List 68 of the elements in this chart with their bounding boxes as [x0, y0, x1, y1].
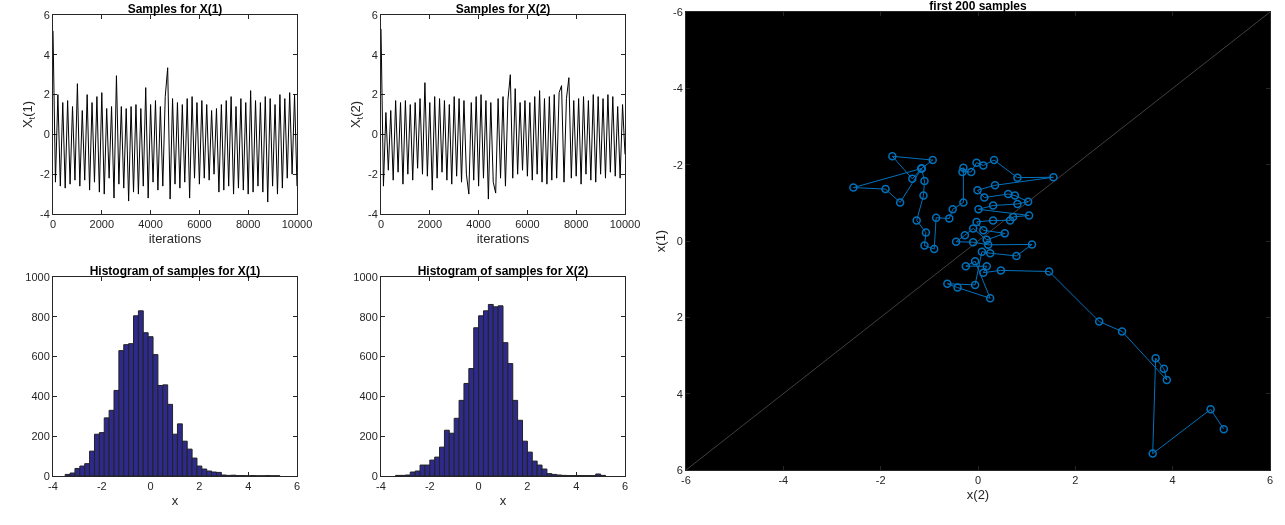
x-tick-label: 6: [621, 480, 629, 493]
chart-title: first 200 samples: [929, 0, 1028, 13]
x-tick-label: 4: [245, 480, 252, 493]
x-tick-label: 4: [1169, 474, 1176, 487]
y-tick-label: 600: [359, 350, 378, 363]
chart-title: Histogram of samples for X(1): [89, 264, 261, 278]
x-tick-label: 0: [475, 480, 482, 493]
x-tick-label: -2: [875, 474, 886, 487]
x-tick-label: 2: [196, 480, 203, 493]
y-tick-label: 6: [371, 8, 378, 21]
y-tick-label: -4: [40, 207, 50, 220]
x-axis-title: x: [171, 492, 179, 508]
x-axis-title: x: [499, 492, 507, 508]
y-tick-label: 4: [43, 48, 50, 61]
x-axis-title: iterations: [476, 230, 530, 246]
chart-title: Histogram of samples for X(2): [417, 264, 589, 278]
y-tick-label: 0: [43, 128, 50, 141]
y-tick-label: -2: [673, 158, 683, 171]
y-tick-label: 4: [676, 387, 683, 400]
x-tick-label: 6000: [515, 218, 540, 231]
x-tick-label: 0: [974, 474, 982, 487]
y-tick-label: 2: [43, 88, 50, 101]
x-tick-label: 2: [1072, 474, 1079, 487]
x-tick-label: 2000: [417, 218, 443, 231]
x-axis-title: iterations: [148, 230, 202, 246]
x-tick-label: 6000: [187, 218, 212, 231]
y-tick-label: 6: [676, 463, 683, 476]
x-tick-label: -4: [778, 474, 789, 487]
y-tick-label: 1000: [25, 270, 50, 283]
y-tick-label: 800: [359, 310, 378, 323]
x-tick-label: -2: [96, 480, 107, 493]
y-tick-label: 200: [31, 430, 50, 443]
x-tick-label: 4: [573, 480, 580, 493]
x-tick-label: 10000: [281, 218, 313, 231]
chart-title: Samples for X(2): [455, 2, 551, 16]
y-axis-title: x(1): [652, 229, 668, 253]
line-series: [53, 30, 297, 203]
y-tick-label: 1000: [353, 270, 378, 283]
y-tick-label: -2: [368, 168, 378, 181]
x-axis-title: x(2): [966, 486, 990, 502]
y-tick-label: 4: [371, 48, 378, 61]
y-tick-label: -2: [40, 168, 50, 181]
x-tick-label: 0: [147, 480, 154, 493]
line-series: [381, 28, 625, 200]
x-tick-label: 4000: [138, 218, 163, 231]
x-tick-label: 6: [293, 480, 301, 493]
y-tick-label: 800: [31, 310, 50, 323]
x-tick-label: -2: [424, 480, 435, 493]
y-tick-label: 0: [371, 128, 378, 141]
y-tick-label: 6: [43, 8, 50, 21]
y-tick-label: 2: [371, 88, 378, 101]
y-tick-label: -6: [673, 5, 683, 18]
y-tick-label: -4: [368, 207, 378, 220]
x-tick-label: 2000: [89, 218, 115, 231]
chart-title: Samples for X(1): [127, 2, 223, 16]
x-tick-label: 8000: [563, 218, 589, 231]
x-tick-label: 10000: [609, 218, 641, 231]
y-tick-label: 400: [359, 390, 378, 403]
x-tick-label: 8000: [235, 218, 261, 231]
x-tick-label: 2: [524, 480, 531, 493]
y-tick-label: 600: [31, 350, 50, 363]
x-tick-label: 4000: [466, 218, 491, 231]
y-tick-label: 200: [359, 430, 378, 443]
x-tick-label: 6: [1266, 474, 1274, 487]
y-tick-label: 0: [676, 234, 683, 247]
y-tick-label: -4: [673, 82, 683, 95]
y-tick-label: 2: [676, 311, 683, 324]
y-tick-label: 400: [31, 390, 50, 403]
